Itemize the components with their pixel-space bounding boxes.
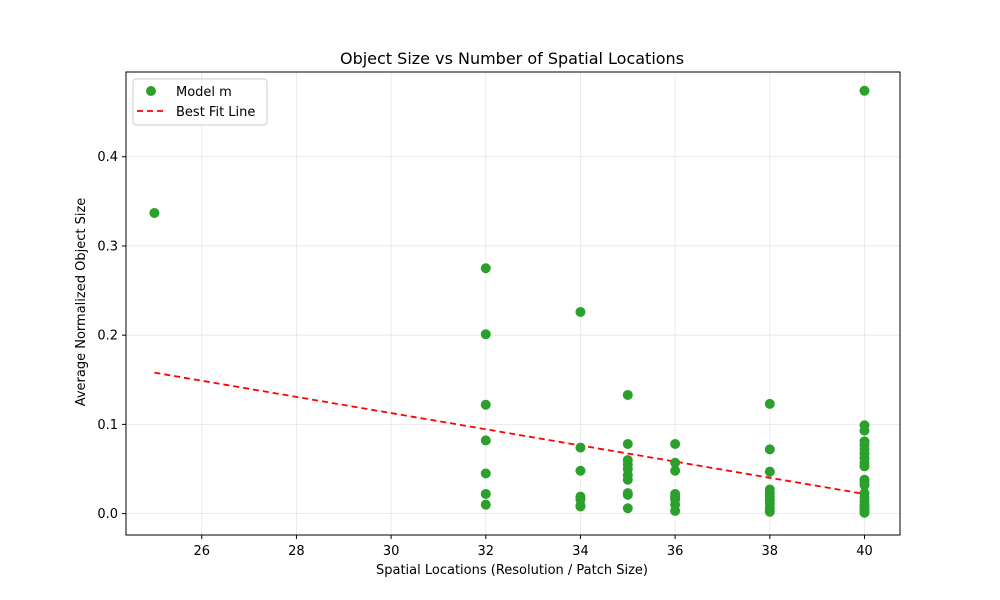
data-point	[622, 474, 633, 485]
ticks-layer: 26 28 30 32 34 36 38 40 0.0 0.1 0.2 0.3 0.4	[97, 150, 872, 559]
points-layer	[149, 85, 870, 518]
data-point	[622, 389, 633, 400]
legend-model-m-label: Model m	[176, 85, 232, 100]
data-point	[480, 329, 491, 340]
data-point	[149, 207, 160, 218]
x-tick-label: 34	[572, 544, 589, 559]
x-axis-label: Spatial Locations (Resolution / Patch Si…	[376, 563, 648, 578]
x-tick-label: 36	[667, 544, 684, 559]
data-point	[670, 465, 681, 476]
data-point	[764, 398, 775, 409]
data-point	[859, 507, 870, 518]
y-tick-label: 0.4	[97, 150, 118, 165]
data-point	[575, 465, 586, 476]
data-point	[480, 468, 491, 479]
y-axis-label: Average Normalized Object Size	[74, 198, 89, 407]
x-tick-label: 38	[762, 544, 779, 559]
data-point	[480, 499, 491, 510]
data-point	[764, 466, 775, 477]
fit-line-layer	[154, 371, 865, 495]
legend-best-fit-label: Best Fit Line	[176, 105, 255, 120]
chart-title: Object Size vs Number of Spatial Locatio…	[340, 49, 684, 68]
data-point	[859, 85, 870, 96]
legend-scatter-marker	[146, 86, 156, 96]
data-point	[622, 439, 633, 450]
x-tick-label: 28	[288, 544, 305, 559]
data-point	[480, 399, 491, 410]
data-point	[859, 425, 870, 436]
axes-frame	[125, 71, 901, 536]
x-tick-label: 32	[478, 544, 495, 559]
data-point	[575, 442, 586, 453]
data-point	[622, 503, 633, 514]
y-tick-label: 0.0	[97, 507, 118, 522]
y-tick-label: 0.2	[97, 329, 118, 344]
y-tick-label: 0.3	[97, 239, 118, 254]
data-point	[575, 306, 586, 317]
best-fit-line	[154, 371, 865, 495]
data-point	[670, 505, 681, 516]
axes-layer	[125, 71, 901, 536]
legend: Model m Best Fit Line	[132, 78, 268, 126]
data-point	[575, 501, 586, 512]
data-point	[480, 435, 491, 446]
data-point	[859, 480, 870, 491]
data-point	[622, 489, 633, 500]
data-point	[764, 444, 775, 455]
x-tick-label: 40	[856, 544, 873, 559]
data-point	[670, 457, 681, 468]
data-point	[480, 488, 491, 499]
x-tick-label: 30	[383, 544, 400, 559]
data-point	[480, 263, 491, 274]
y-tick-label: 0.1	[97, 418, 118, 433]
legend-box	[132, 78, 268, 126]
data-point	[764, 506, 775, 517]
data-point	[859, 461, 870, 472]
data-point	[670, 439, 681, 450]
grid-layer	[126, 72, 900, 535]
x-tick-label: 26	[193, 544, 210, 559]
